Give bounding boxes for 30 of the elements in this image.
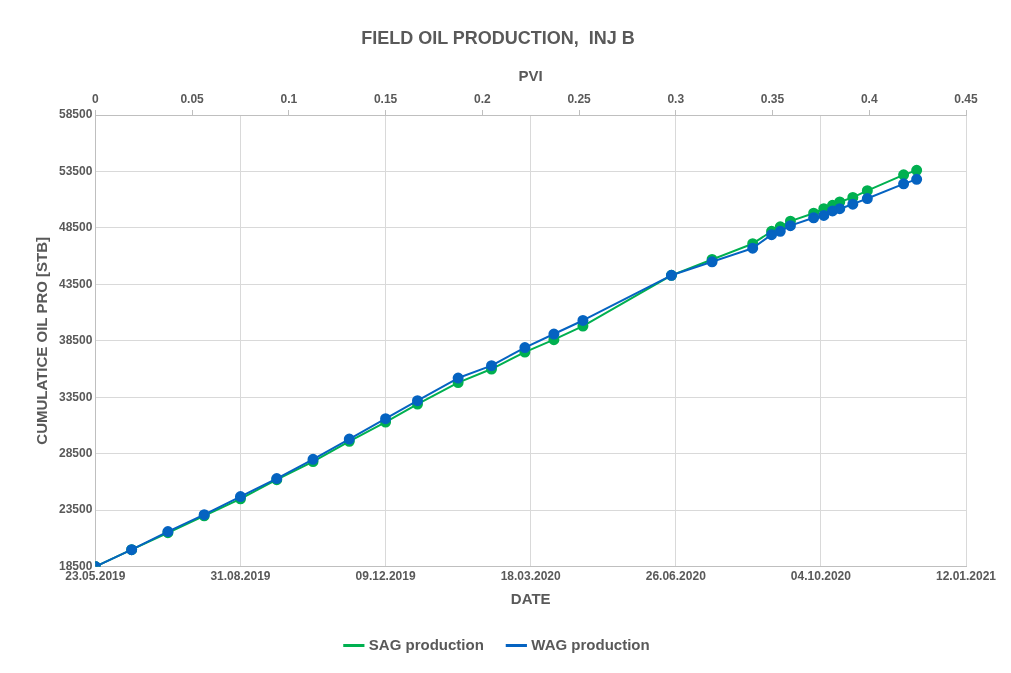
x-tick-label: 12.01.2021: [935, 569, 997, 584]
x2-tick-label: 0.35: [760, 92, 785, 107]
legend-label: WAG production: [531, 635, 650, 653]
y-tick-label: 33500: [58, 389, 93, 404]
x-tick-label: 18.03.2020: [500, 569, 562, 584]
x2-tick-label: 0.3: [667, 92, 685, 107]
y-tick-label: 48500: [58, 220, 93, 235]
x2-tick-label: 0.1: [280, 92, 298, 107]
x2-tick-label: 0.2: [473, 92, 491, 107]
x-axis-title: DATE: [510, 590, 551, 608]
y-tick-label: 43500: [58, 276, 93, 291]
x2-tick-label: 0.05: [180, 92, 205, 107]
x2-tick-label: 0.15: [373, 92, 398, 107]
x2-tick-label: 0.25: [567, 92, 592, 107]
y-tick-label: 23500: [58, 502, 93, 517]
y-tick-label: 53500: [58, 163, 93, 178]
y-axis-title: CUMULATICE OIL PRO [STB]: [33, 236, 51, 445]
x2-tick-label: 0.4: [860, 92, 878, 107]
y-tick-label: 28500: [58, 446, 93, 461]
x-tick-label: 09.12.2019: [355, 569, 416, 584]
y-tick-label: 58500: [58, 107, 93, 122]
x-tick-label: 26.06.2020: [645, 569, 707, 584]
x2-axis-title: PVI: [518, 66, 543, 84]
chart-title: FIELD OIL PRODUCTION, INJ B: [361, 27, 635, 48]
x-tick-label: 04.10.2020: [790, 569, 852, 584]
x2-tick-label: 0: [92, 92, 100, 107]
x-tick-label: 31.08.2019: [210, 569, 271, 584]
x2-tick-label: 0.45: [954, 92, 978, 107]
legend-label: SAG production: [368, 635, 484, 653]
y-tick-label: 38500: [58, 333, 93, 348]
